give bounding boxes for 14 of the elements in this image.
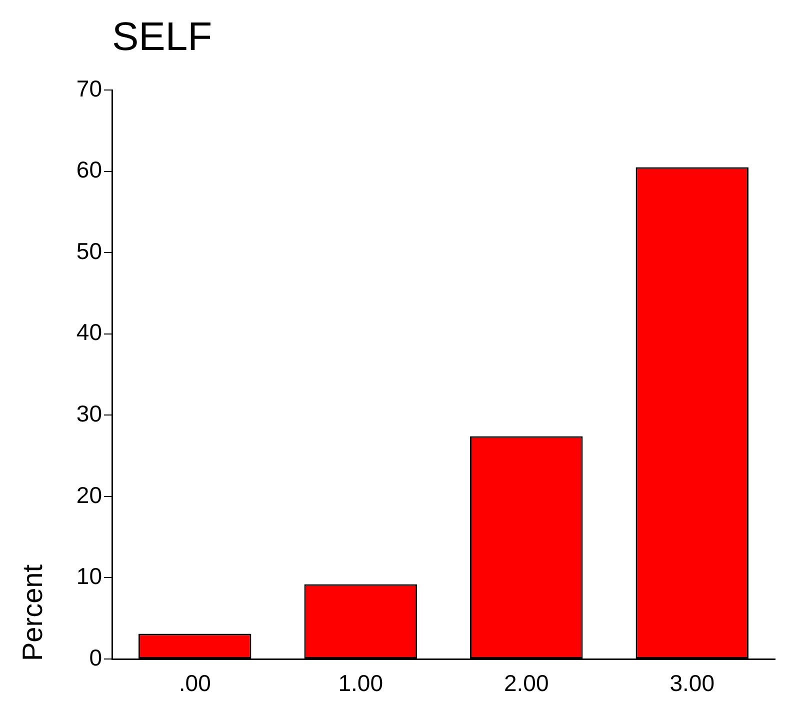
y-tick-label: 0 — [89, 644, 102, 670]
y-tick-label: 70 — [76, 75, 102, 102]
x-tick-label: 3.00 — [670, 670, 715, 696]
y-tick-label: 60 — [76, 156, 102, 183]
x-tick-label: 2.00 — [504, 670, 549, 696]
x-tick-label: 1.00 — [338, 670, 384, 696]
y-axis-title: Percent — [17, 564, 48, 661]
y-tick-label: 30 — [76, 400, 102, 426]
x-tick-label: .00 — [178, 670, 211, 696]
y-tick-label: 50 — [76, 238, 102, 264]
y-tick-label: 10 — [76, 563, 102, 590]
chart-title: SELF — [112, 15, 212, 59]
y-tick-label: 20 — [76, 482, 102, 508]
y-tick-label: 40 — [76, 319, 102, 346]
